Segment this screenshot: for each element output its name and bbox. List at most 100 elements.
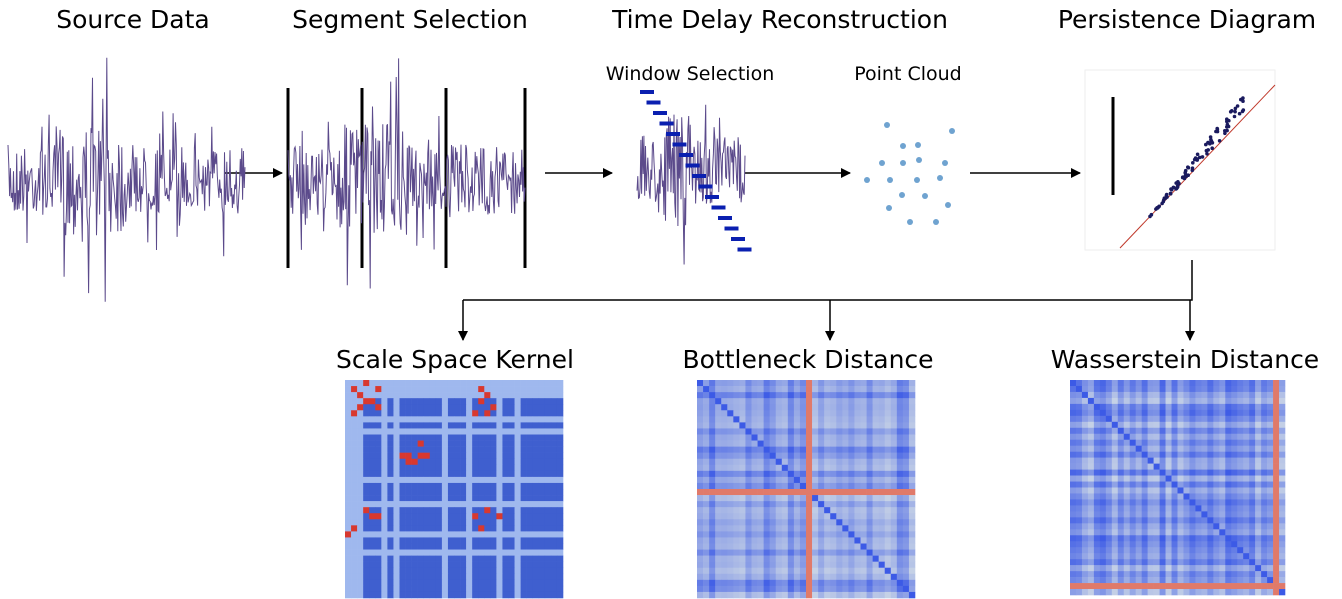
- heat-cell: [454, 543, 461, 550]
- heat-cell: [1135, 433, 1142, 441]
- heat-cell: [1105, 511, 1113, 518]
- cloud-point: [884, 122, 890, 128]
- heat-cell: [447, 428, 455, 435]
- heat-cell: [1201, 535, 1208, 542]
- heat-cell: [896, 549, 904, 556]
- heat-cell: [1255, 403, 1262, 411]
- heat-cell: [1249, 439, 1256, 446]
- heat-cell: [787, 446, 795, 453]
- heat-cell: [435, 476, 443, 484]
- heat-cell: [399, 531, 406, 538]
- heat-cell: [472, 489, 479, 496]
- heat-cell: [526, 428, 534, 435]
- heat-cell: [1195, 391, 1202, 399]
- heat-cell: [508, 464, 515, 472]
- heat-cell: [1099, 577, 1107, 584]
- heat-cell: [872, 489, 879, 496]
- heat-cell: [842, 392, 849, 399]
- heat-cell: [1219, 487, 1226, 494]
- heat-cell: [1255, 475, 1262, 482]
- heat-cell: [751, 579, 758, 587]
- heat-cell: [454, 410, 461, 417]
- heat-cell: [806, 476, 813, 484]
- heat-cell: [775, 464, 783, 472]
- heat-cell: [854, 579, 861, 587]
- heat-cell: [441, 470, 449, 478]
- heat-cell: [375, 495, 382, 502]
- heat-cell: [357, 410, 364, 417]
- heat-cell: [739, 452, 746, 460]
- heat-cell: [399, 452, 406, 460]
- heat-cell: [1141, 505, 1148, 512]
- heat-cell: [423, 531, 431, 538]
- heat-cell: [812, 482, 819, 490]
- heat-cell: [544, 525, 552, 532]
- heat-cell: [1165, 553, 1172, 560]
- heat-cell: [890, 537, 898, 544]
- heat-cell: [1225, 541, 1232, 548]
- heat-cell: [1201, 385, 1208, 393]
- heat-cell: [1183, 380, 1190, 387]
- heat-cell: [520, 410, 527, 417]
- heat-cell: [1147, 511, 1154, 518]
- heat-cell: [1165, 499, 1172, 506]
- heat-cell: [1201, 511, 1208, 518]
- heat-cell: [1123, 517, 1131, 524]
- heat-cell: [460, 525, 467, 532]
- heat-cell: [703, 386, 710, 393]
- heat-cell: [1153, 415, 1160, 423]
- heat-cell: [405, 591, 412, 599]
- heat-cell: [1279, 469, 1286, 476]
- heat-cell: [1255, 457, 1262, 464]
- heat-cell: [1201, 541, 1208, 548]
- heat-cell: [441, 561, 449, 569]
- heat-cell: [429, 476, 437, 484]
- heat-cell: [514, 591, 521, 599]
- heat-cell: [703, 476, 710, 484]
- heat-cell: [1135, 415, 1142, 423]
- heat-cell: [1147, 517, 1154, 524]
- heat-cell: [902, 579, 910, 587]
- heat-cell: [1141, 553, 1148, 560]
- heat-cell: [1099, 505, 1107, 512]
- heat-cell: [1070, 487, 1077, 494]
- heat-cell: [1219, 469, 1226, 476]
- heat-cell: [1225, 505, 1232, 512]
- heat-cell: [484, 398, 491, 405]
- heat-cell: [1153, 499, 1160, 506]
- heat-cell: [872, 495, 879, 502]
- heat-cell: [1087, 517, 1095, 524]
- heat-cell: [739, 386, 746, 393]
- heat-cell: [854, 392, 861, 399]
- heat-cell: [351, 555, 358, 562]
- heat-cell: [351, 482, 358, 490]
- heat-cell: [1141, 421, 1148, 429]
- heat-cell: [1189, 523, 1196, 530]
- heat-cell: [1249, 391, 1256, 399]
- heat-cell: [769, 380, 777, 387]
- heat-cell: [781, 416, 789, 423]
- heat-cell: [902, 501, 910, 508]
- heat-cell: [799, 489, 807, 496]
- heat-cell: [715, 579, 722, 587]
- heat-cell: [345, 428, 352, 435]
- heat-cell: [1141, 529, 1148, 536]
- heat-cell: [435, 525, 443, 532]
- heat-cell: [769, 428, 777, 435]
- heat-cell: [478, 501, 485, 508]
- heat-cell: [757, 531, 764, 538]
- heat-cell: [1261, 409, 1268, 417]
- heat-cell: [538, 567, 546, 575]
- heat-cell: [1141, 391, 1148, 399]
- heat-cell: [902, 519, 910, 526]
- heat-cell: [721, 446, 728, 453]
- heat-cell: [375, 440, 382, 447]
- heat-cell: [793, 501, 801, 508]
- heat-cell: [1153, 421, 1160, 429]
- heat-cell: [1081, 469, 1089, 476]
- heat-cell: [1249, 583, 1256, 590]
- heat-cell: [830, 501, 837, 508]
- heat-cell: [387, 410, 394, 417]
- heat-cell: [818, 386, 825, 393]
- heat-cell: [1081, 589, 1089, 596]
